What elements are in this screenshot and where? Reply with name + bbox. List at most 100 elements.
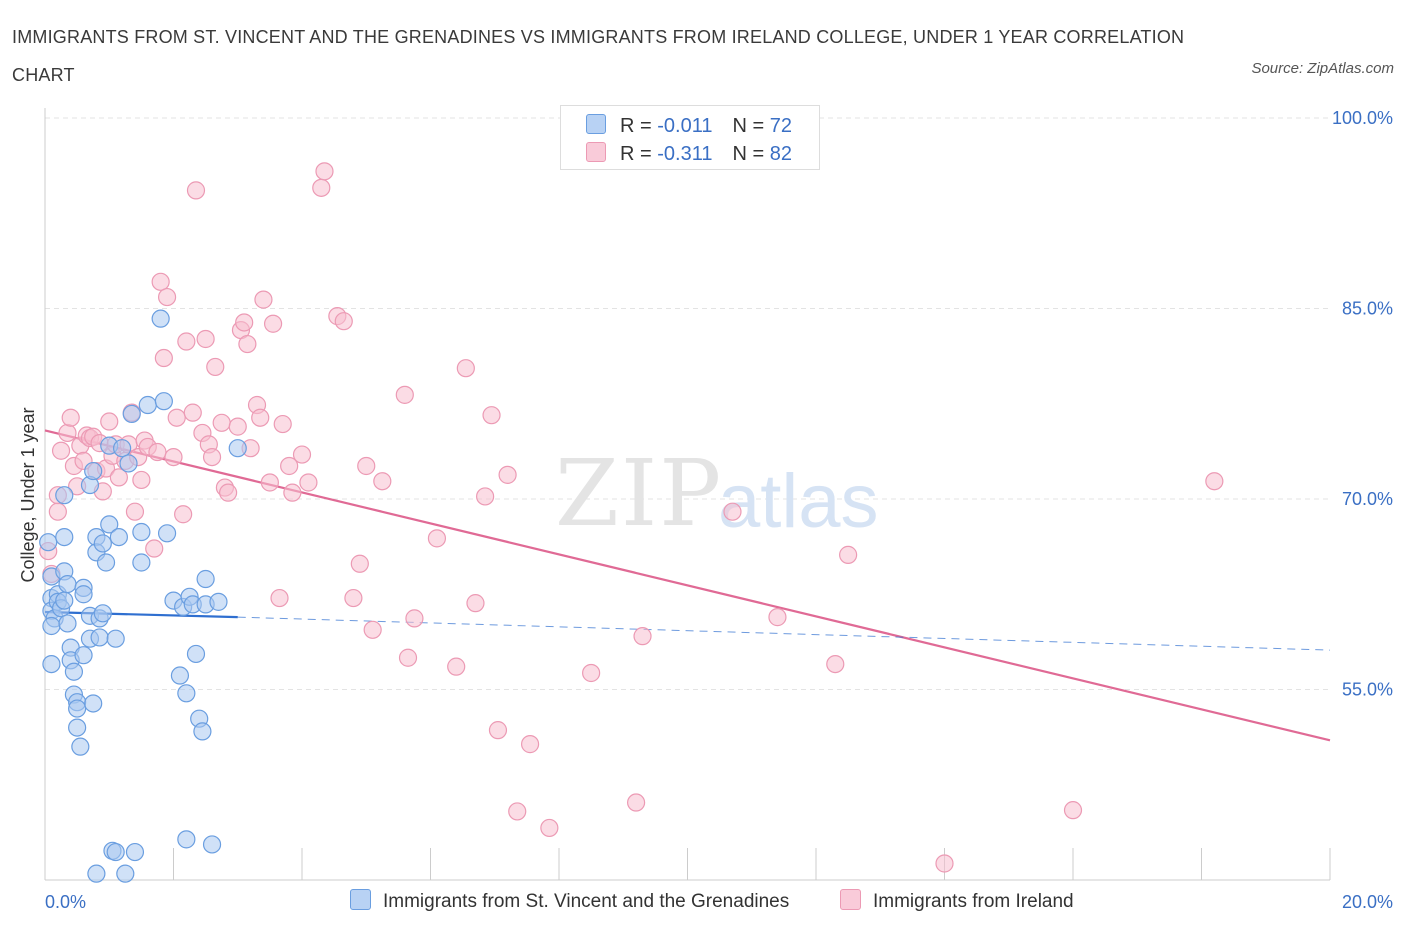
st-vincent-point [74, 646, 93, 665]
watermark-atlas: atlas [718, 459, 879, 544]
legend-r-label: R = [620, 143, 658, 165]
st-vincent-point [106, 842, 125, 862]
ireland-point [254, 290, 273, 309]
legend-row-st-vincent: R = -0.011 N = 72 [586, 114, 792, 137]
ireland-point [1205, 472, 1224, 491]
ireland-point [476, 487, 495, 506]
st-vincent-point [58, 574, 77, 594]
ireland-point [228, 417, 247, 436]
ireland-point [466, 594, 485, 613]
bottom-legend-label: Immigrants from Ireland [873, 891, 1074, 912]
ireland-point [145, 539, 164, 558]
st-vincent-point [196, 569, 215, 589]
ireland-point [498, 465, 517, 484]
tick-labels: 55.0% 70.0% 85.0% 100.0% 0.0% 20.0% [45, 108, 1393, 912]
ireland-point [51, 441, 71, 460]
legend-n-value: 72 [769, 115, 792, 137]
y-tick-label: 100.0% [1332, 108, 1393, 128]
bottom-legend-swatch-blue [350, 889, 371, 910]
x-tick-label: 0.0% [45, 892, 86, 912]
st-vincent-point [74, 585, 93, 604]
ireland-point [125, 502, 145, 521]
st-vincent-trend-line [44, 610, 238, 619]
st-vincent-point [112, 439, 132, 458]
ireland-point [344, 588, 363, 608]
ireland-point [280, 456, 299, 476]
ireland-point [723, 502, 742, 521]
legend-r-value: -0.311 [657, 143, 713, 165]
ireland-point [283, 483, 302, 502]
st-vincent-point [157, 524, 177, 543]
bottom-legend-ireland: Immigrants from Ireland [840, 889, 1074, 913]
st-vincent-point [87, 864, 106, 883]
legend-swatch-blue [586, 114, 606, 134]
st-vincent-point [58, 614, 77, 633]
y-axis-label: College, Under 1 year [18, 407, 38, 582]
ireland-point [186, 181, 206, 200]
st-vincent-point [84, 694, 103, 713]
st-vincent-point [228, 439, 247, 458]
ireland-point [109, 468, 128, 487]
st-vincent-point [106, 629, 125, 648]
ireland-point [482, 406, 501, 425]
ireland-point [373, 472, 392, 491]
st-vincent-point [55, 486, 74, 505]
st-vincent-point [202, 835, 222, 854]
st-vincent-point [186, 644, 206, 664]
ireland-point [447, 657, 466, 676]
ireland-point [48, 502, 67, 521]
st-vincent-point [170, 666, 190, 685]
ireland-point [292, 445, 312, 464]
ireland-point [183, 403, 202, 422]
legend-row-ireland: R = -0.311 N = 82 [586, 142, 792, 165]
legend-n-label: N = [732, 115, 770, 137]
chart-title: IMMIGRANTS FROM ST. VINCENT AND THE GREN… [12, 27, 1185, 85]
ireland-point [212, 413, 231, 432]
st-vincent-point [84, 461, 103, 481]
ireland-point [100, 412, 119, 431]
st-vincent-point [100, 515, 119, 534]
ireland-point [508, 802, 527, 821]
ireland-point [350, 554, 369, 573]
ireland-point [398, 648, 418, 667]
ireland-point [61, 408, 80, 427]
legend-swatch-pink [586, 142, 606, 162]
ireland-point [273, 414, 292, 434]
ireland-point [839, 545, 858, 564]
ireland-trend-line [44, 429, 1331, 742]
y-tick-label: 55.0% [1342, 680, 1393, 700]
ireland-point [235, 313, 254, 332]
ireland-point [540, 818, 559, 838]
ireland-point [167, 408, 186, 427]
x-tick-label: 20.0% [1342, 892, 1393, 912]
ireland-point [520, 735, 540, 754]
y-tick-label: 70.0% [1342, 489, 1393, 509]
correlation-legend: R = -0.011 N = 72 R = -0.311 N = 82 [560, 105, 820, 170]
points-st-vincent [39, 309, 247, 883]
ireland-point [488, 721, 508, 740]
legend-n-value: 82 [769, 143, 792, 165]
st-vincent-point [177, 830, 196, 849]
ireland-point [151, 272, 170, 291]
bottom-legend-st-vincent: Immigrants from St. Vincent and the Gren… [350, 889, 789, 913]
y-tick-label: 85.0% [1342, 299, 1393, 319]
st-vincent-point [119, 454, 138, 473]
ireland-point [177, 332, 196, 351]
ireland-point [427, 529, 447, 548]
ireland-point [148, 442, 167, 462]
ireland-point [299, 473, 318, 492]
ireland-point [263, 314, 283, 333]
bottom-legend-label: Immigrants from St. Vincent and the Gren… [383, 891, 790, 912]
ireland-point [582, 663, 601, 683]
ireland-point [58, 423, 77, 443]
st-vincent-point [177, 684, 196, 703]
st-vincent-point [132, 522, 151, 542]
ireland-point [164, 447, 183, 467]
st-vincent-point [90, 628, 109, 647]
ireland-point [312, 178, 331, 197]
ireland-point [219, 483, 238, 502]
st-vincent-point [125, 842, 145, 862]
ireland-point [626, 793, 646, 812]
ireland-point [238, 334, 257, 354]
